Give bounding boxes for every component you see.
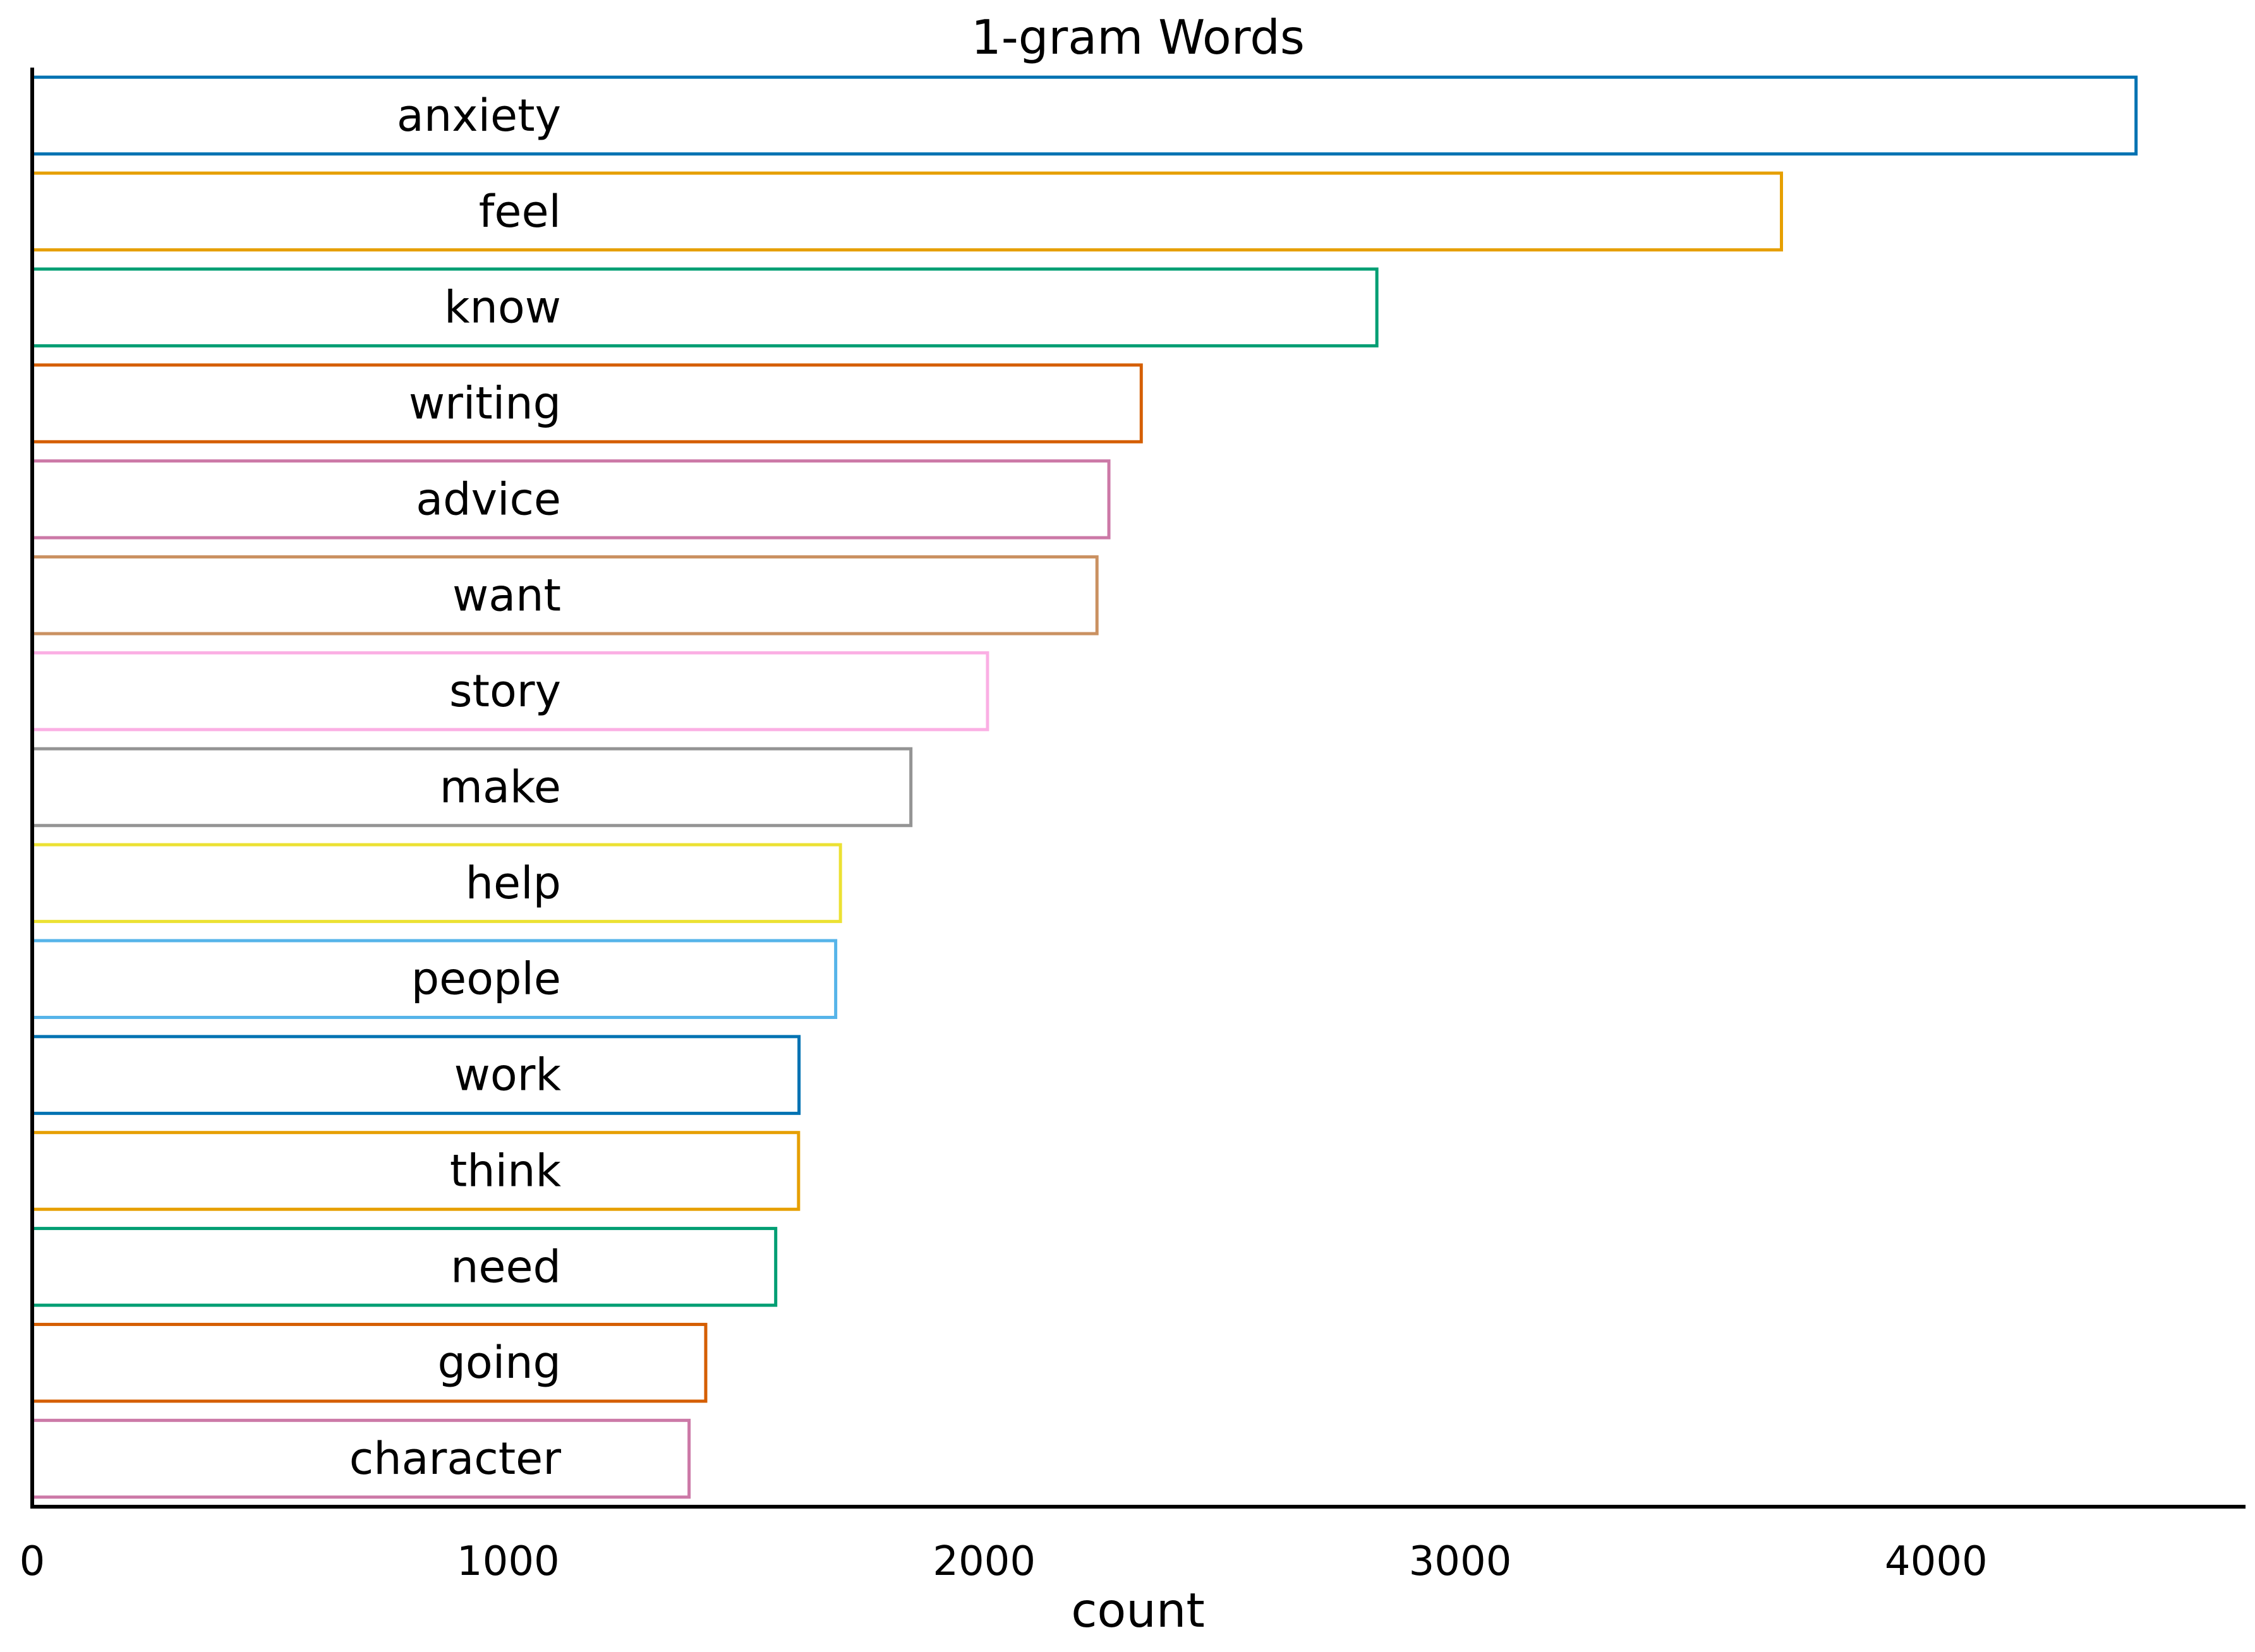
bar-help [30, 843, 842, 924]
bar-label-anxiety: anxiety [397, 90, 561, 142]
x-axis-label: count [1071, 1583, 1205, 1638]
bars-group [30, 75, 2138, 1499]
bar-work [30, 1035, 801, 1115]
bar-going [30, 1322, 708, 1403]
bar-know [30, 267, 1379, 347]
x-tick-label: 0 [20, 1538, 45, 1585]
bar-label-story: story [449, 665, 561, 717]
x-tick-labels: 0 1000 2000 3000 4000 [20, 1538, 1988, 1585]
bar-feel [30, 171, 1783, 252]
bar-label-work: work [454, 1049, 562, 1101]
bar-anxiety [30, 75, 2138, 156]
bar-label-character: character [349, 1433, 561, 1485]
x-tick-label: 2000 [933, 1538, 1036, 1585]
bar-writing [30, 363, 1143, 443]
bar-label-need: need [450, 1241, 561, 1293]
bar-label-people: people [411, 953, 561, 1005]
x-tick-label: 1000 [457, 1538, 560, 1585]
bar-advice [30, 459, 1111, 540]
bar-label-want: want [452, 569, 561, 621]
x-tick-label: 3000 [1409, 1538, 1512, 1585]
bar-label-make: make [440, 761, 561, 813]
bar-want [30, 555, 1099, 636]
x-tick-label: 4000 [1885, 1538, 1988, 1585]
bar-think [30, 1131, 801, 1211]
bar-need [30, 1227, 778, 1307]
bar-label-help: help [466, 857, 561, 909]
bar-label-advice: advice [416, 473, 561, 525]
bar-label-going: going [437, 1337, 561, 1389]
bar-label-writing: writing [409, 378, 561, 430]
bar-label-think: think [450, 1145, 562, 1197]
bar-labels-group: anxiety feel know writing advice want story mak… [349, 90, 562, 1485]
bar-label-know: know [444, 282, 561, 334]
bar-label-feel: feel [479, 186, 561, 238]
chart-title: 1-gram Words [971, 9, 1305, 65]
